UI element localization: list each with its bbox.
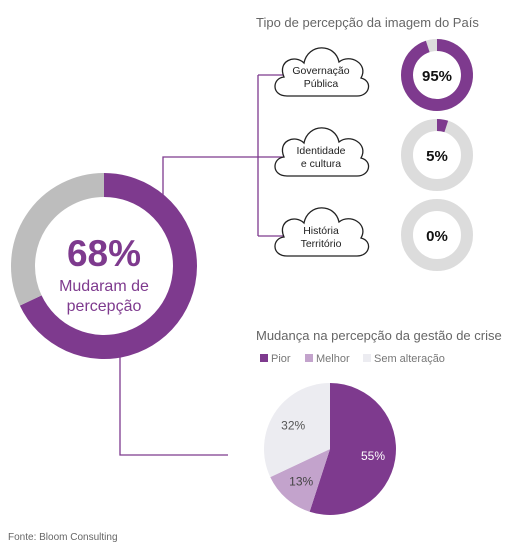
donut-label-governacao-publica: 95%	[422, 68, 452, 85]
legend-label-sem-alteracao: Sem alteração	[374, 353, 445, 365]
pie-slice-pior	[309, 383, 396, 515]
pie-label-sem-alteracao: 32%	[281, 419, 305, 433]
source-note: Fonte: Bloom Consulting	[8, 532, 118, 543]
legend-swatch-pior	[260, 354, 268, 362]
legend-swatch-sem-alteracao	[363, 354, 371, 362]
cloud-label-historia-territorio-line1: História	[303, 225, 339, 237]
cloud-historia-territorio	[274, 207, 370, 257]
cloud-label-governacao-publica-line1: Governação	[292, 65, 349, 77]
main-caption-line1: Mudaram de	[59, 278, 149, 295]
cloud-label-governacao-publica-line2: Pública	[304, 78, 339, 90]
pie-label-pior: 55%	[361, 449, 385, 463]
donut-value-identidade-cultura	[436, 119, 449, 133]
crisis-legend: Pior Melhor Sem alteração	[260, 353, 445, 365]
main-donut-segment-changed	[19, 173, 197, 359]
cloud-label-historia-territorio-line2: Território	[301, 238, 342, 250]
legend-swatch-melhor	[305, 354, 313, 362]
main-donut-segment-unchanged	[11, 173, 105, 306]
connector-main-to-pie	[119, 357, 228, 456]
pie-slice-sem-alteracao	[263, 383, 330, 478]
cloud-label-identidade-cultura-line1: Identidade	[296, 145, 345, 157]
legend-label-melhor: Melhor	[316, 353, 350, 365]
perception-type-title: Tipo de percepção da imagem do País	[256, 15, 479, 30]
pie-slice-melhor	[270, 449, 330, 512]
main-donut-chart	[11, 173, 197, 359]
donut-track-historia-territorio	[401, 199, 473, 271]
crisis-pie-chart: 55% 13% 32%	[263, 383, 396, 515]
donut-label-identidade-cultura: 5%	[426, 148, 448, 165]
crisis-title: Mudança na percepção da gestão de crise	[256, 328, 502, 343]
cloud-label-identidade-cultura-line2: e cultura	[301, 158, 341, 170]
pie-label-melhor: 13%	[289, 475, 313, 489]
connector-main-to-tree	[162, 156, 286, 208]
donut-value-governacao-publica	[401, 39, 473, 111]
donut-label-historia-territorio: 0%	[426, 228, 448, 245]
main-caption-line2: percepção	[67, 298, 142, 315]
connector-lines	[119, 74, 286, 456]
cloud-governacao-publica	[274, 47, 370, 97]
cloud-identidade-cultura	[274, 127, 370, 177]
main-value-label: 68%	[67, 233, 141, 274]
legend-label-pior: Pior	[271, 353, 291, 365]
